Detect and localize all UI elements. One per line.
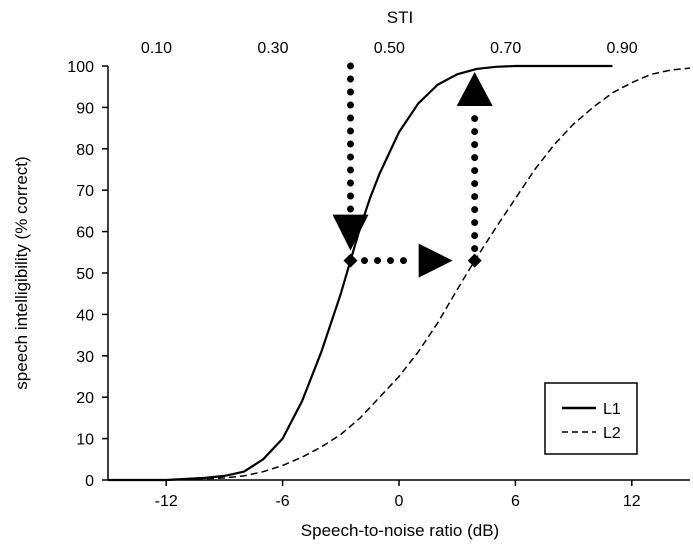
x-tick-label: 6 xyxy=(511,493,520,510)
y-tick-label: 70 xyxy=(76,183,94,200)
y-tick-label: 10 xyxy=(76,432,94,449)
top-tick-label: 0.70 xyxy=(490,40,521,57)
x-tick-label: -6 xyxy=(275,493,289,510)
arrow-up-head xyxy=(456,72,493,106)
arrow-right-head xyxy=(418,243,453,278)
annotation-arrows xyxy=(332,62,493,278)
y-axis-ticks: 0 10 20 30 40 50 60 70 80 90 100 xyxy=(67,59,108,490)
y-tick-label: 30 xyxy=(76,349,94,366)
intersection-marker xyxy=(467,253,482,268)
top-tick-label: 0.50 xyxy=(374,40,405,57)
legend: L1 L2 xyxy=(544,382,638,455)
y-tick-label: 20 xyxy=(76,390,94,407)
y-tick-label: 100 xyxy=(67,59,94,76)
x-axis-title: Speech-to-noise ratio (dB) xyxy=(301,521,499,540)
series-line-l2 xyxy=(108,67,691,481)
x-tick-label: -12 xyxy=(155,493,178,510)
legend-label-l2: L2 xyxy=(603,425,621,442)
top-tick-label: 0.30 xyxy=(257,40,288,57)
legend-box xyxy=(544,382,638,455)
y-tick-label: 90 xyxy=(76,100,94,117)
top-tick-label: 0.90 xyxy=(607,40,638,57)
top-tick-label: 0.10 xyxy=(141,40,172,57)
top-axis-ticks: 0.10 0.30 0.50 0.70 0.90 xyxy=(141,40,638,57)
y-axis-title: speech intelligibility (% correct) xyxy=(12,156,31,389)
y-tick-label: 40 xyxy=(76,307,94,324)
x-tick-label: 0 xyxy=(395,493,404,510)
y-tick-label: 60 xyxy=(76,225,94,242)
legend-label-l1: L1 xyxy=(603,401,621,418)
arrow-down-head xyxy=(332,214,369,251)
y-tick-label: 50 xyxy=(76,266,94,283)
x-axis-ticks: -12 -6 0 6 12 xyxy=(155,480,641,510)
top-axis-title: STI xyxy=(387,8,413,27)
y-tick-label: 80 xyxy=(76,142,94,159)
intersection-marker xyxy=(343,253,358,268)
y-tick-label: 0 xyxy=(85,473,94,490)
x-tick-label: 12 xyxy=(623,493,641,510)
